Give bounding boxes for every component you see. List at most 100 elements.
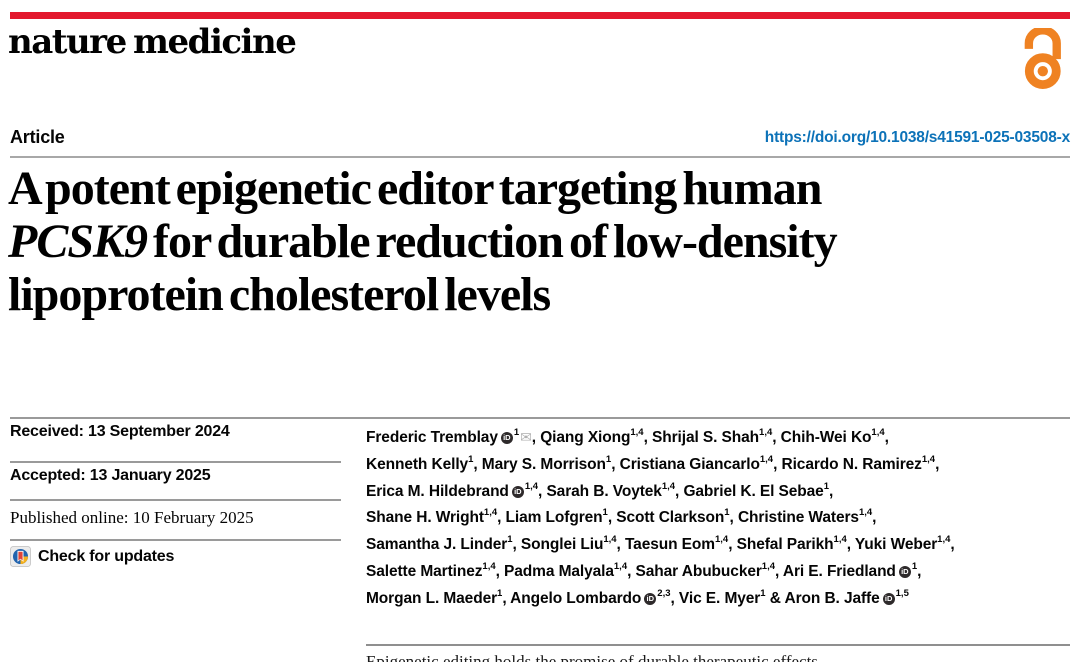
text-segment: , Christine Waters <box>729 509 860 527</box>
text-segment: & Aron B. Jaffe <box>765 589 880 607</box>
metadata-top-divider <box>10 417 1070 419</box>
text-line: Salette Martinez1,4, Padma Malyala1,4, S… <box>366 557 1072 584</box>
received-date: Received: 13 September 2024 <box>10 423 230 440</box>
text-line: lipoprotein cholesterol levels <box>8 268 1074 321</box>
affiliation-superscript: 2,3 <box>657 587 671 599</box>
affiliation-superscript: 1,4 <box>759 427 773 438</box>
affiliation-superscript: 1,4 <box>613 560 628 572</box>
text-segment: , Scott Clarkson <box>607 509 725 527</box>
affiliation-superscript: 1,4 <box>661 480 676 492</box>
text-segment: , Shefal Parikh <box>728 536 834 554</box>
affiliation-superscript: 1,4 <box>759 453 774 465</box>
affiliation-superscript: 1 <box>513 427 520 438</box>
affiliation-superscript: 1,4 <box>630 427 644 438</box>
orcid-icon[interactable]: iD <box>511 485 524 498</box>
article-title: A potent epigenetic editor targeting hum… <box>8 162 1074 321</box>
text-segment: , Shrijal S. Shah <box>643 429 760 447</box>
text-segment: , Ricardo N. Ramirez <box>773 455 922 473</box>
affiliation-superscript: 1 <box>760 587 766 599</box>
affiliation-superscript: 1 <box>605 453 612 465</box>
text-segment: , Taesun Eom <box>616 536 716 554</box>
text-segment: , Sahar Abubucker <box>627 562 762 580</box>
orcid-icon[interactable]: iD <box>882 592 895 605</box>
affiliation-superscript: 1,4 <box>921 453 936 465</box>
text-segment: , <box>935 455 940 473</box>
masthead-accent-bar <box>10 12 1070 19</box>
abstract-top-divider <box>366 644 1070 646</box>
text-line: A potent epigenetic editor targeting hum… <box>8 162 1074 215</box>
text-segment: , Angelo Lombardo <box>502 589 642 607</box>
text-line: Morgan L. Maeder1, Angelo Lombardo iD 2,3,… <box>366 584 1072 611</box>
text-line: Kenneth Kelly1, Mary S. Morrison1, Crist… <box>366 450 1072 477</box>
check-for-updates-button[interactable]: Check for updates <box>10 546 174 567</box>
affiliation-superscript: 1 <box>602 507 608 519</box>
text-segment: , Gabriel K. El Sebae <box>675 482 824 500</box>
text-segment: , <box>884 429 889 447</box>
check-for-updates-label: Check for updates <box>38 547 175 565</box>
doi-link[interactable]: https://doi.org/10.1038/s41591-025-03508… <box>764 129 1070 146</box>
text-line: Frederic Tremblay iD 1✉, Qiang Xiong1,4, S… <box>366 423 1072 450</box>
text-segment: , Sarah B. Voytek <box>538 482 662 500</box>
text-segment: , <box>917 562 922 580</box>
corresponding-author-envelope-icon: ✉ <box>520 429 532 446</box>
affiliation-superscript: 1 <box>724 507 730 519</box>
text-segment: Salette Martinez <box>366 562 483 580</box>
text-segment: , Qiang Xiong <box>531 429 631 447</box>
accepted-date: Accepted: 13 January 2025 <box>10 467 211 484</box>
text-line: Shane H. Wright1,4, Liam Lofgren1, Scott… <box>366 503 1072 530</box>
text-segment: A potent epigenetic editor targeting hum… <box>8 162 822 215</box>
affiliation-superscript: 1,4 <box>761 560 776 572</box>
crossmark-icon <box>10 546 31 567</box>
header-divider <box>10 156 1070 158</box>
text-segment: , <box>950 536 955 554</box>
affiliation-superscript: 1,4 <box>714 534 729 545</box>
text-segment: Morgan L. Maeder <box>366 589 498 607</box>
text-line: Samantha J. Linder1, Songlei Liu1,4, Tae… <box>366 530 1072 557</box>
text-segment: Shane H. Wright <box>366 509 484 527</box>
divider <box>10 539 341 541</box>
text-segment: , Vic E. Myer <box>670 589 761 607</box>
text-segment: PCSK9 <box>8 215 148 268</box>
affiliation-superscript: 1 <box>823 480 829 492</box>
affiliation-superscript: 1,4 <box>833 534 847 545</box>
text-segment: , Chih-Wei Ko <box>772 429 872 447</box>
text-segment: Samantha J. Linder <box>366 536 508 554</box>
affiliation-superscript: 1,5 <box>895 587 909 599</box>
affiliation-superscript: 1,4 <box>524 480 539 492</box>
text-segment: , <box>829 482 834 500</box>
orcid-icon[interactable]: iD <box>500 432 513 445</box>
affiliation-superscript: 1 <box>507 534 513 545</box>
affiliation-superscript: 1,4 <box>871 427 885 438</box>
affiliation-superscript: 1,4 <box>482 560 496 572</box>
text-segment: , <box>872 509 877 527</box>
affiliation-superscript: 1 <box>497 587 503 599</box>
affiliation-superscript: 1 <box>911 560 918 572</box>
orcid-icon[interactable]: iD <box>898 565 911 578</box>
text-line: Erica M. Hildebrand iD 1,4, Sarah B. Voyte… <box>366 477 1072 504</box>
text-segment: , Songlei Liu <box>512 536 604 554</box>
text-segment: Erica M. Hildebrand <box>366 482 509 500</box>
abstract-text: Epigenetic editing holds the promise of … <box>366 652 818 662</box>
affiliation-superscript: 1,4 <box>603 534 617 545</box>
text-segment: , Mary S. Morrison <box>473 455 606 473</box>
text-segment: Kenneth Kelly <box>366 455 469 473</box>
text-segment: , Ari E. Friedland <box>775 562 896 580</box>
affiliation-superscript: 1,4 <box>483 507 498 519</box>
affiliation-superscript: 1,4 <box>937 534 951 545</box>
text-segment: , Cristiana Giancarlo <box>611 455 760 473</box>
author-list: Frederic Tremblay iD 1✉, Qiang Xiong1,4, S… <box>366 423 1072 610</box>
divider <box>10 461 341 463</box>
orcid-icon[interactable]: iD <box>644 592 657 605</box>
journal-logo: nature medicine <box>8 22 297 62</box>
text-segment: , Padma Malyala <box>495 562 614 580</box>
text-segment: lipoprotein cholesterol levels <box>8 268 551 321</box>
text-segment: for durable reduction of low-density <box>147 215 838 268</box>
divider <box>10 499 341 501</box>
affiliation-superscript: 1,4 <box>858 507 873 519</box>
text-segment: , Yuki Weber <box>846 536 938 554</box>
article-type-label: Article <box>10 127 65 147</box>
text-line: PCSK9 for durable reduction of low-densi… <box>8 215 1074 268</box>
text-segment: , Liam Lofgren <box>497 509 603 527</box>
affiliation-superscript: 1 <box>468 453 474 465</box>
text-segment: Frederic Tremblay <box>366 429 498 447</box>
